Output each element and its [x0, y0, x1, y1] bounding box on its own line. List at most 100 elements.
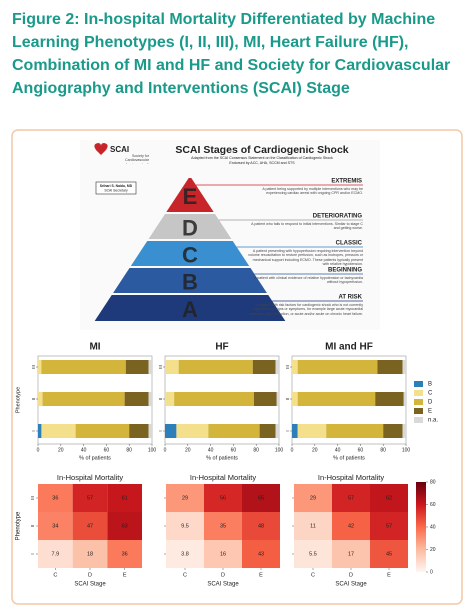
x-axis-label: % of patients — [333, 455, 365, 461]
cell-label: 29 — [182, 495, 188, 501]
cell-label: 36 — [122, 551, 128, 557]
y-axis-label: Phenotype — [15, 387, 21, 413]
stage-description: A patient who fails to respond to initia… — [251, 222, 363, 231]
legend-label: n.a. — [428, 418, 438, 424]
x-tick-label: 20 — [58, 447, 64, 453]
legend-swatch — [414, 408, 423, 414]
bar-segment — [208, 424, 260, 438]
cell-label: 48 — [258, 523, 264, 529]
pyramid-layer — [166, 178, 214, 212]
bar-segment — [275, 424, 279, 438]
bar-segment — [403, 392, 406, 406]
cell-label: 61 — [122, 495, 128, 501]
y-tick-label: II — [285, 398, 290, 401]
bar-segment — [38, 360, 42, 374]
heatmap-cell — [294, 512, 332, 540]
y-tick-label: I — [285, 430, 290, 431]
stage-description: A patient presenting with hypoperfusion … — [248, 249, 363, 266]
cell-label: 5.5 — [309, 551, 317, 557]
bar-segment — [165, 392, 175, 406]
heatmap-cell — [242, 540, 280, 568]
bar-segment — [124, 392, 149, 406]
x-tick-label: 0 — [37, 447, 40, 453]
heatmap-cell — [107, 484, 142, 512]
legend-swatch — [414, 381, 423, 387]
panel-title: MI — [89, 342, 100, 353]
bar-segment — [377, 360, 403, 374]
cell-label: 18 — [87, 551, 93, 557]
bar-segment — [402, 424, 406, 438]
colorbar-tick-label: 0 — [430, 569, 433, 575]
bar-segment — [148, 424, 152, 438]
pyramid-layer — [94, 295, 286, 321]
x-tick-label: 40 — [81, 447, 87, 453]
figure-title: Figure 2: In-hospital Mortality Differen… — [12, 11, 451, 97]
pyramid-letter: C — [182, 242, 198, 267]
bar-segment — [297, 424, 327, 438]
heatmap-cell — [204, 484, 242, 512]
cell-label: 43 — [258, 551, 264, 557]
cell-label: 47 — [87, 523, 93, 529]
stage-description: A patient with clinical evidence of rela… — [253, 276, 363, 285]
heatmap-cell — [38, 540, 73, 568]
bar-segment — [297, 392, 376, 406]
x-tick-label: 20 — [312, 447, 318, 453]
heatmap-cell — [166, 540, 204, 568]
bar-segment — [259, 424, 276, 438]
bar-segment — [276, 392, 279, 406]
bar-segment — [174, 392, 254, 406]
legend-swatch — [414, 390, 423, 396]
heatmap-cell — [370, 540, 408, 568]
x-tick-label: D — [88, 572, 92, 578]
y-tick-label: III — [158, 365, 163, 369]
heatmap-title: In-Hospital Mortality — [190, 473, 257, 482]
colorbar-tick-label: 20 — [430, 547, 436, 553]
panel-title: HF — [215, 342, 228, 353]
heatmap-cell — [166, 512, 204, 540]
heatmap-cell — [242, 512, 280, 540]
bar-segment — [383, 424, 403, 438]
x-axis-label: SCAI Stage — [74, 582, 106, 588]
heatmap-cell — [332, 484, 370, 512]
stage-name: AT RISK — [338, 295, 362, 301]
bar-segment — [75, 424, 130, 438]
cell-label: 34 — [52, 523, 58, 529]
x-tick-label: 100 — [148, 447, 157, 453]
pyramid-letter: D — [182, 215, 198, 240]
bar-segment — [176, 424, 209, 438]
bar-segment — [165, 424, 177, 438]
diagram-endorsement: Endorsed by ACC, AHA, SCCM and STS — [229, 161, 295, 165]
bar-segment — [326, 424, 384, 438]
stage-name: CLASSIC — [336, 241, 363, 247]
cell-label: 3.8 — [181, 551, 189, 557]
x-tick-label: E — [259, 572, 263, 578]
pyramid-letter: E — [183, 184, 198, 209]
bar-segment — [148, 392, 152, 406]
cell-label: 63 — [122, 523, 128, 529]
panel-title: MI and HF — [325, 342, 373, 353]
x-tick-label: 100 — [275, 447, 284, 453]
stage-name: DETERIORATING — [313, 214, 363, 220]
cell-label: 57 — [348, 495, 354, 501]
x-tick-label: 0 — [164, 447, 167, 453]
x-tick-label: 80 — [253, 447, 259, 453]
stage-name: EXTREMIS — [331, 179, 362, 185]
heatmap-cell — [166, 484, 204, 512]
bar-segment — [41, 424, 76, 438]
bar-segment — [292, 360, 298, 374]
y-tick-label: III — [31, 365, 36, 369]
heatmap-cell — [332, 540, 370, 568]
logo-heart — [94, 143, 108, 155]
x-tick-label: D — [221, 572, 225, 578]
y-tick-label: I — [31, 430, 36, 431]
heatmap-cell — [72, 540, 108, 568]
heatmap-cell — [107, 512, 142, 540]
bar-segment — [402, 360, 406, 374]
y-tick-label: I — [158, 430, 163, 431]
heatmap-cell — [72, 484, 108, 512]
credit-box — [95, 181, 137, 195]
bar-segment — [129, 424, 149, 438]
x-axis-label: % of patients — [79, 455, 111, 461]
heatmap-cell — [107, 540, 142, 568]
